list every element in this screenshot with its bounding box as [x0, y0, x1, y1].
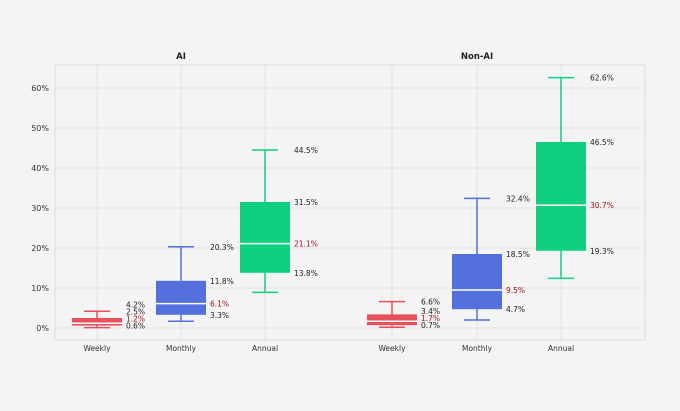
label-median: 30.7%	[590, 201, 614, 210]
label-whisker-high: 6.6%	[421, 298, 440, 307]
label-q1: 4.7%	[506, 305, 525, 314]
label-q3: 11.8%	[210, 277, 234, 286]
y-tick-label: 60%	[31, 84, 49, 93]
box-iqr	[72, 318, 122, 326]
label-whisker-high: 4.2%	[126, 301, 145, 310]
box-iqr	[452, 254, 502, 310]
label-median: 1.7%	[421, 314, 440, 323]
label-q3: 46.5%	[590, 138, 614, 147]
x-tick-label: Annual	[548, 344, 574, 353]
label-whisker-high: 62.6%	[590, 74, 614, 83]
label-median: 1.2%	[126, 315, 145, 324]
label-q1: 0.6%	[126, 322, 145, 331]
label-q3: 18.5%	[506, 250, 530, 259]
label-q1: 13.8%	[294, 269, 318, 278]
label-q1: 19.3%	[590, 247, 614, 256]
label-whisker-high: 32.4%	[506, 194, 530, 203]
label-q3: 2.5%	[126, 308, 145, 317]
y-tick-label: 20%	[31, 244, 49, 253]
box-iqr	[536, 142, 586, 251]
y-tick-label: 0%	[36, 324, 49, 333]
label-q1: 3.3%	[210, 311, 229, 320]
x-tick-label: Weekly	[378, 344, 406, 353]
label-median: 6.1%	[210, 300, 229, 309]
label-whisker-high: 20.3%	[210, 243, 234, 252]
box-iqr	[367, 314, 417, 326]
x-tick-label: Monthly	[462, 344, 493, 353]
y-tick-label: 50%	[31, 124, 49, 133]
y-tick-label: 30%	[31, 204, 49, 213]
label-q3: 31.5%	[294, 198, 318, 207]
y-tick-label: 10%	[31, 284, 49, 293]
label-median: 21.1%	[294, 240, 318, 249]
x-tick-label: Annual	[252, 344, 278, 353]
label-median: 9.5%	[506, 286, 525, 295]
label-whisker-high: 44.5%	[294, 146, 318, 155]
x-tick-label: Monthly	[166, 344, 197, 353]
box-iqr	[156, 280, 206, 315]
panel-title: Non-AI	[461, 52, 493, 62]
label-q1: 0.7%	[421, 321, 440, 330]
y-tick-label: 40%	[31, 164, 49, 173]
box-iqr	[240, 202, 290, 273]
panel-title: AI	[176, 52, 186, 62]
label-q3: 3.4%	[421, 307, 440, 316]
x-tick-label: Weekly	[83, 344, 111, 353]
